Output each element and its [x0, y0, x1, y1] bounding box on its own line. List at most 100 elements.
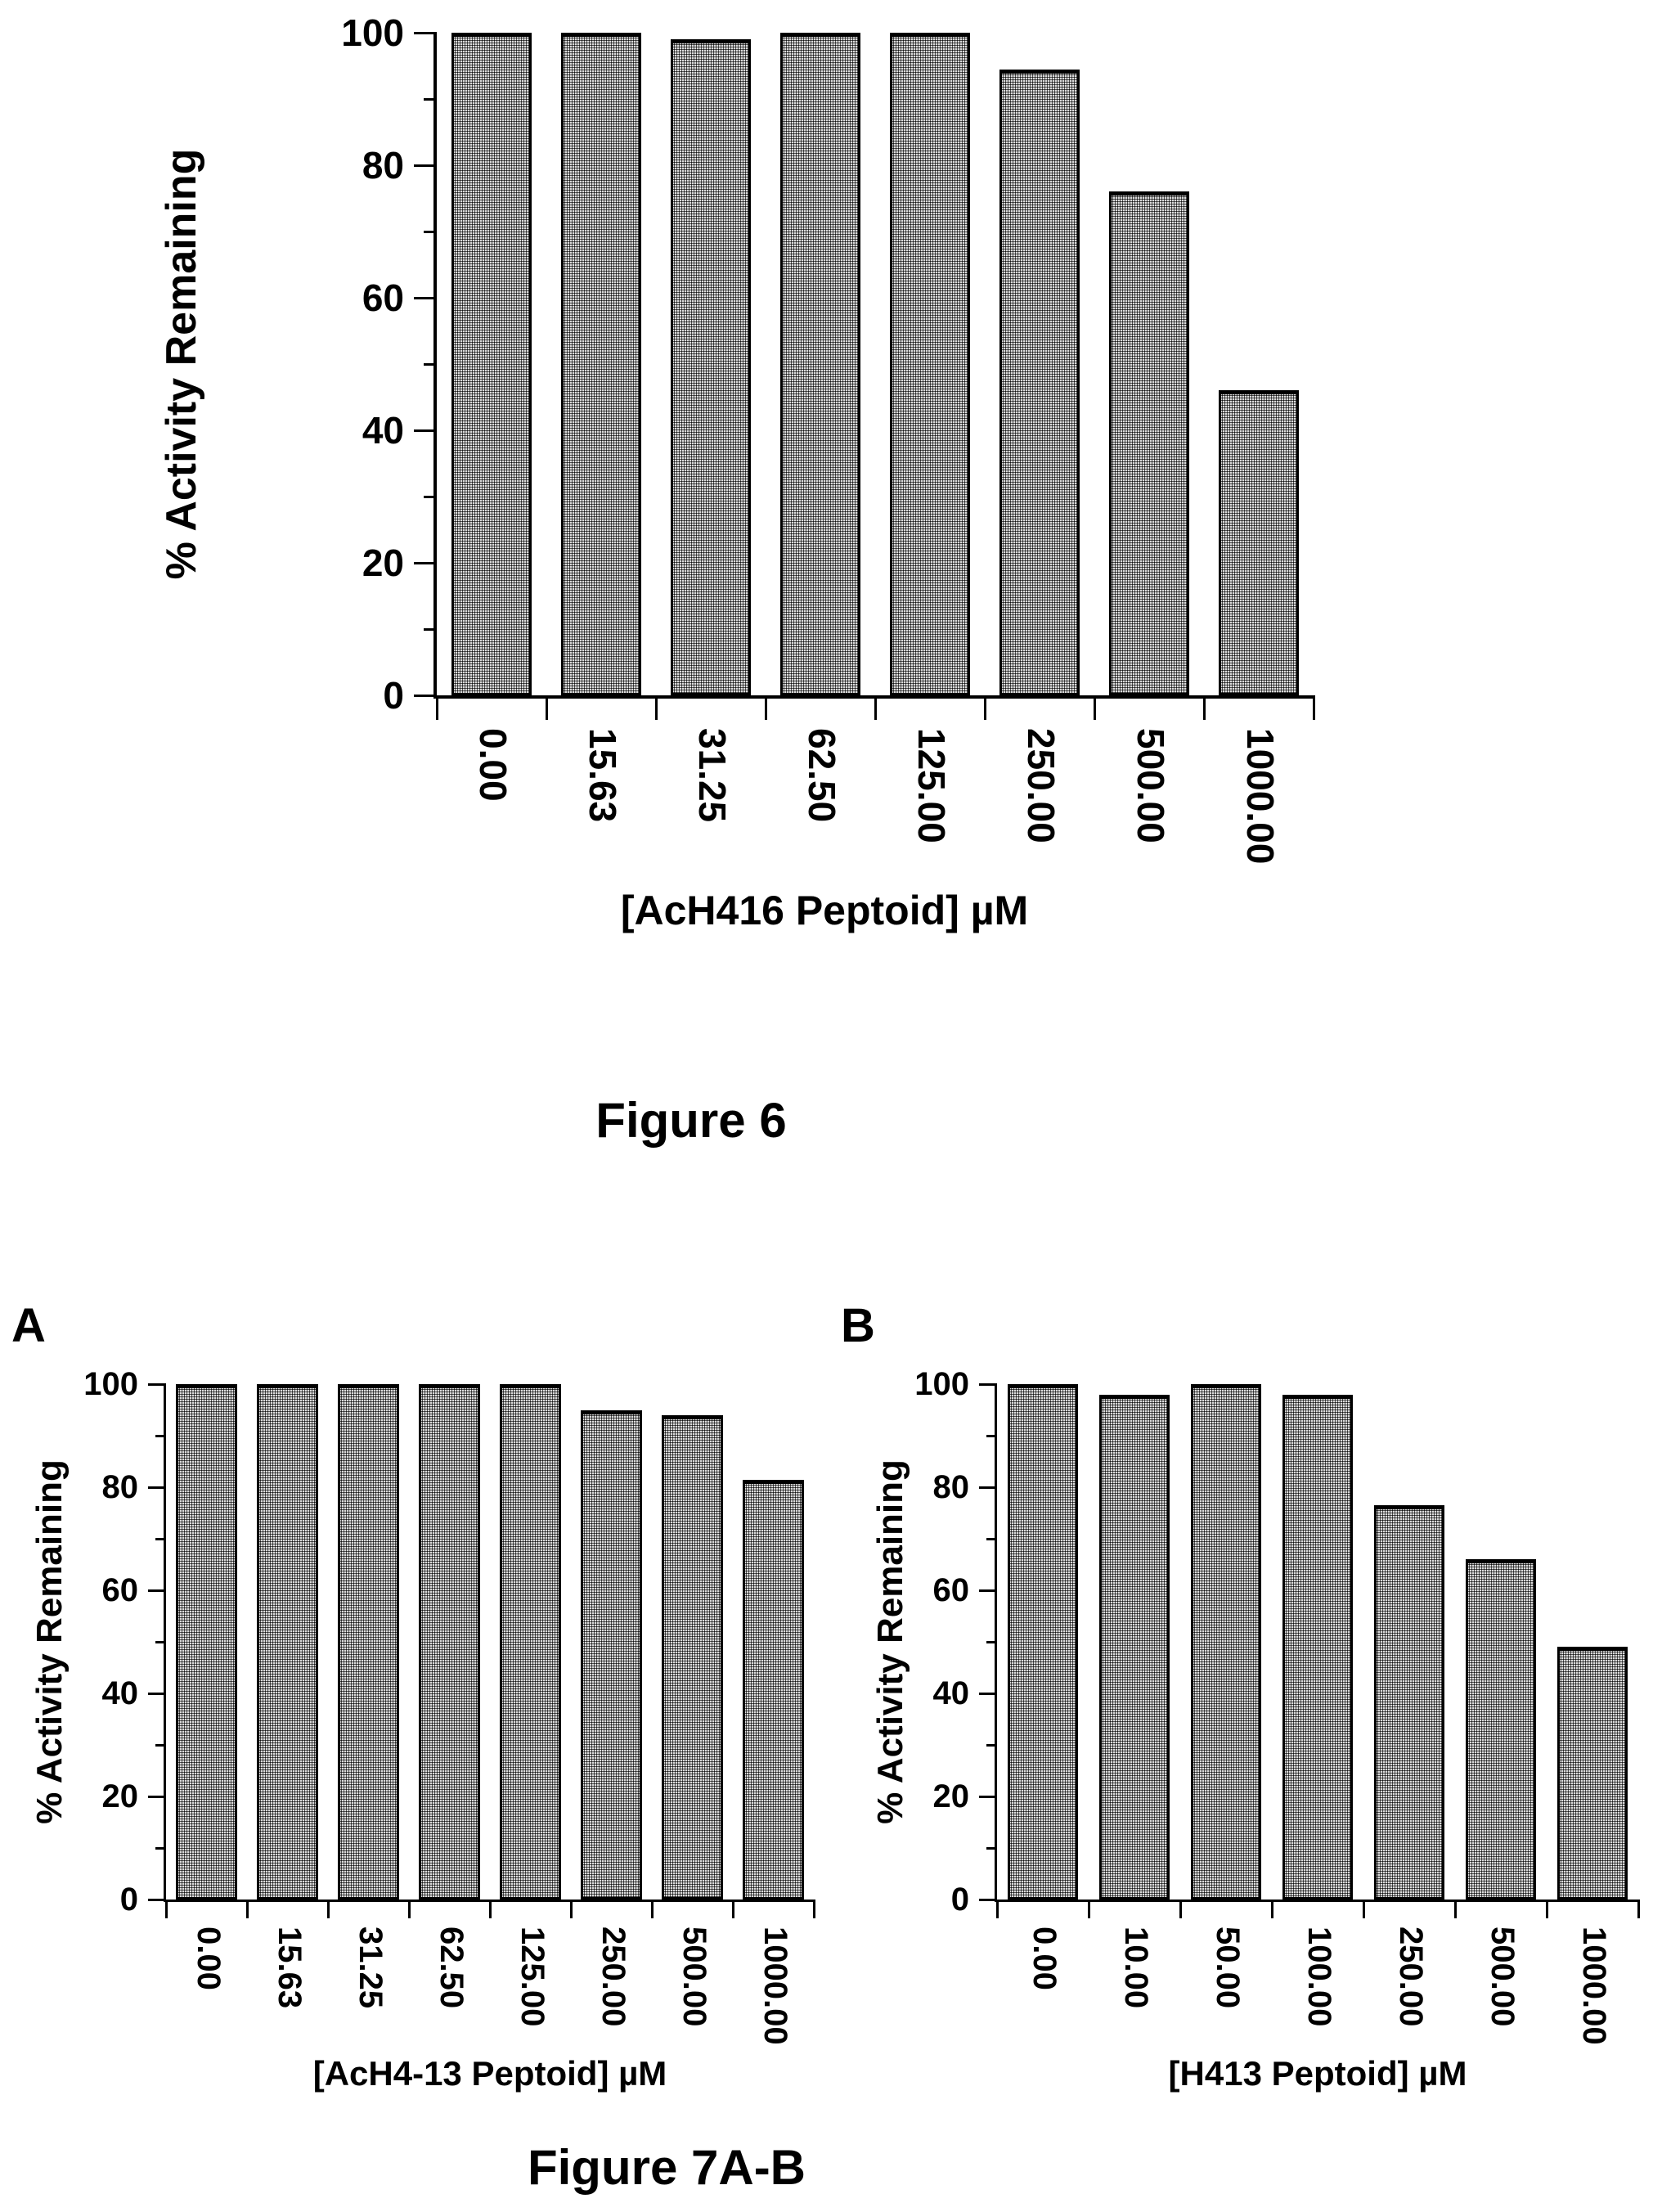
- y-tick: [986, 1537, 997, 1540]
- y-tick-label: 60: [362, 276, 404, 319]
- y-tick: [424, 97, 437, 101]
- y-tick-label: 100: [83, 1366, 138, 1402]
- y-tick-label: 20: [101, 1778, 139, 1814]
- x-tick: [764, 695, 767, 720]
- x-tick: [488, 1900, 492, 1918]
- y-tick-label: 80: [101, 1469, 139, 1505]
- x-axis-title: [H413 Peptoid] µM: [1168, 2054, 1467, 2093]
- y-tick: [155, 1640, 166, 1643]
- x-tick-label: 15.63: [271, 1927, 308, 2009]
- bar-0.00: [451, 33, 532, 695]
- bar-62.50: [780, 33, 860, 695]
- y-tick: [414, 296, 437, 299]
- y-tick: [979, 1795, 997, 1798]
- x-tick: [164, 1900, 168, 1918]
- x-tick-label: 250.00: [595, 1927, 631, 2027]
- x-tick-label: 15.63: [582, 728, 625, 823]
- x-tick-label: 125.00: [514, 1927, 550, 2027]
- figure7a-bar-chart: % Activity Remaining [AcH4-13 Peptoid] µ…: [29, 1368, 815, 2091]
- panel-a-label: A: [11, 1299, 46, 1352]
- x-tick: [812, 1900, 815, 1918]
- x-tick: [1312, 695, 1315, 720]
- y-tick: [148, 1382, 166, 1386]
- x-tick-label: 500.00: [676, 1927, 712, 2027]
- bar-31.25: [671, 39, 751, 695]
- x-tick: [874, 695, 877, 720]
- x-tick: [1362, 1900, 1365, 1918]
- y-tick-label: 0: [119, 1882, 138, 1918]
- y-tick: [414, 31, 437, 34]
- x-tick: [569, 1900, 573, 1918]
- bar-1000.00: [1557, 1647, 1628, 1900]
- y-tick: [424, 627, 437, 631]
- y-tick-label: 0: [950, 1882, 969, 1918]
- y-tick: [155, 1537, 166, 1540]
- x-tick: [326, 1900, 330, 1918]
- bar-125.00: [499, 1384, 562, 1900]
- figure7-caption: Figure 7A-B: [527, 2140, 806, 2195]
- x-tick: [1093, 695, 1096, 720]
- figure6-bar-chart: % Activity Remaining [AcH416 Peptoid] µM…: [158, 14, 1315, 931]
- y-tick-label: 100: [341, 11, 404, 54]
- x-tick-label: 1000.00: [1239, 728, 1282, 865]
- y-tick: [148, 1795, 166, 1798]
- x-tick: [995, 1900, 999, 1918]
- y-tick: [155, 1743, 166, 1747]
- bar-50.00: [1191, 1384, 1261, 1900]
- y-tick: [424, 362, 437, 366]
- x-tick-label: 62.50: [433, 1927, 469, 2009]
- y-tick: [979, 1486, 997, 1489]
- bar-250.00: [1374, 1505, 1444, 1900]
- y-axis-title: % Activity Remaining: [870, 1459, 910, 1824]
- x-tick-label: 31.25: [691, 728, 734, 823]
- x-tick-label: 62.50: [801, 728, 844, 823]
- x-tick: [1202, 695, 1206, 720]
- x-tick-label: 10.00: [1118, 1927, 1154, 2009]
- x-tick: [731, 1900, 734, 1918]
- bar-1000.00: [1219, 390, 1299, 695]
- y-tick: [979, 1589, 997, 1592]
- bar-250.00: [999, 69, 1080, 695]
- x-tick-label: 1000.00: [757, 1927, 793, 2045]
- x-tick-label: 100.00: [1301, 1927, 1337, 2027]
- y-tick: [148, 1898, 166, 1901]
- x-tick: [1637, 1900, 1640, 1918]
- y-tick: [155, 1434, 166, 1437]
- bar-125.00: [890, 33, 970, 695]
- bar-500.00: [1109, 191, 1189, 695]
- y-tick: [424, 495, 437, 498]
- x-tick: [1087, 1900, 1090, 1918]
- y-tick-label: 80: [932, 1469, 970, 1505]
- y-tick: [414, 429, 437, 432]
- x-tick-label: 250.00: [1020, 728, 1063, 843]
- y-tick-label: 40: [932, 1675, 970, 1711]
- y-tick-label: 60: [101, 1572, 139, 1608]
- bar-500.00: [1466, 1559, 1536, 1900]
- panel-b-label: B: [841, 1299, 875, 1352]
- y-tick: [986, 1434, 997, 1437]
- bar-500.00: [661, 1414, 724, 1900]
- bar-0.00: [1008, 1384, 1078, 1900]
- x-tick-label: 0.00: [190, 1927, 227, 1990]
- x-tick: [650, 1900, 654, 1918]
- y-tick: [986, 1846, 997, 1850]
- y-tick-label: 40: [101, 1675, 139, 1711]
- y-axis-title: % Activity Remaining: [158, 148, 205, 580]
- bar-62.50: [418, 1384, 481, 1900]
- bar-15.63: [256, 1384, 319, 1900]
- x-tick-label: 500.00: [1130, 728, 1173, 843]
- y-tick: [986, 1743, 997, 1747]
- x-tick-label: 500.00: [1485, 1927, 1520, 2027]
- y-tick-label: 80: [362, 144, 404, 187]
- x-tick: [654, 695, 658, 720]
- y-tick: [986, 1640, 997, 1643]
- figure7b-bar-chart: % Activity Remaining [H413 Peptoid] µM 0…: [870, 1368, 1640, 2091]
- x-tick-label: 125.00: [910, 728, 954, 843]
- y-tick-label: 0: [383, 674, 404, 717]
- y-tick: [979, 1382, 997, 1386]
- x-tick: [245, 1900, 249, 1918]
- x-tick: [545, 695, 548, 720]
- x-tick-label: 0.00: [472, 728, 515, 802]
- y-tick: [979, 1692, 997, 1695]
